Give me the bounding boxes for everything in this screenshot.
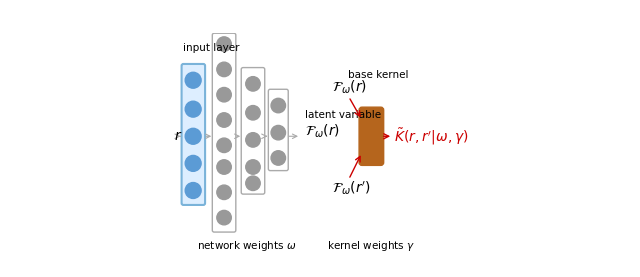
Text: latent variable: latent variable [305,110,381,120]
FancyBboxPatch shape [182,64,205,205]
Circle shape [271,98,285,113]
Text: $\tilde{K}(r, r'|\omega, \gamma)$: $\tilde{K}(r, r'|\omega, \gamma)$ [394,126,469,147]
Circle shape [217,160,231,174]
Text: network weights $\omega$: network weights $\omega$ [197,239,296,253]
Circle shape [185,183,201,198]
Text: kernel weights $\gamma$: kernel weights $\gamma$ [327,239,415,253]
Text: $\mathcal{F}_\omega(r)$: $\mathcal{F}_\omega(r)$ [305,122,340,140]
Circle shape [246,77,260,91]
Circle shape [217,88,231,102]
Text: $\mathcal{F}_\omega(r')$: $\mathcal{F}_\omega(r')$ [332,180,371,198]
Circle shape [217,37,231,51]
Text: $r$: $r$ [174,129,183,143]
Circle shape [185,72,201,88]
Circle shape [185,128,201,144]
Text: base kernel: base kernel [348,70,409,80]
Text: input layer: input layer [184,43,240,53]
Circle shape [217,138,231,153]
FancyBboxPatch shape [212,33,236,232]
Circle shape [217,185,231,199]
Circle shape [185,101,201,117]
FancyBboxPatch shape [241,68,265,194]
Circle shape [246,133,260,147]
Circle shape [246,106,260,120]
Circle shape [217,210,231,225]
Circle shape [217,62,231,77]
Circle shape [217,113,231,127]
Circle shape [246,176,260,191]
Circle shape [271,125,285,140]
FancyBboxPatch shape [268,89,288,171]
Circle shape [271,151,285,165]
Circle shape [246,160,260,174]
FancyBboxPatch shape [359,107,383,165]
Circle shape [185,155,201,171]
Text: $\mathcal{F}_\omega(r)$: $\mathcal{F}_\omega(r)$ [332,79,367,96]
